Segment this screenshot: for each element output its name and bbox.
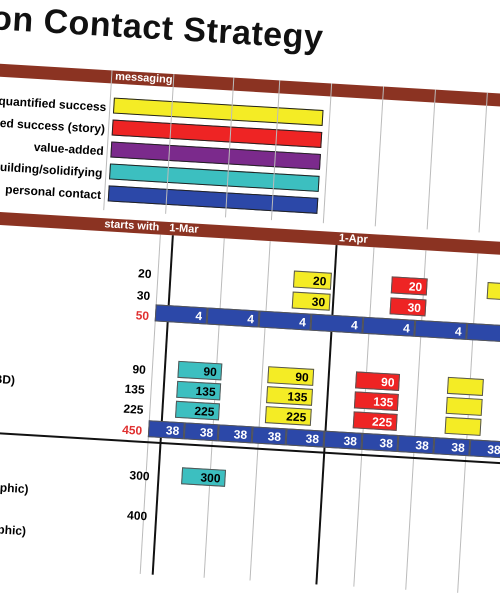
cell-quantified[interactable]: 90 <box>267 366 315 386</box>
messaging-header: messaging <box>114 70 173 86</box>
cell-quantified[interactable]: 225 <box>264 406 312 426</box>
group2-total-1: 90 <box>132 362 147 377</box>
cell-quantified[interactable] <box>446 376 484 396</box>
group2-sum: 450 <box>121 422 143 438</box>
grid-line <box>426 89 436 230</box>
mid-date: 1-Apr <box>338 232 369 246</box>
cell-quantified[interactable] <box>445 396 483 416</box>
cell-personal[interactable]: 4 <box>362 316 416 337</box>
group3-row1-label: aphic) <box>0 480 29 497</box>
legend-label-quantified: quantified success <box>0 93 107 115</box>
cell-qualified[interactable]: 20 <box>390 276 428 296</box>
group2-row-label: BD) <box>0 371 16 388</box>
cell-personal[interactable]: 38 <box>323 430 363 450</box>
cell-qualified[interactable]: 225 <box>352 411 398 431</box>
cell-personal[interactable]: 4 <box>310 313 364 334</box>
cell-qualified[interactable]: 90 <box>355 371 401 391</box>
cell-personal[interactable]: 38 <box>397 435 435 455</box>
group2-total-2: 135 <box>124 381 146 397</box>
sheet-title: ration Contact Strategy <box>0 0 325 57</box>
cell-relationship[interactable]: 300 <box>181 467 227 487</box>
cell-personal[interactable]: 38 <box>433 437 471 457</box>
cell-personal[interactable]: 38 <box>147 420 185 440</box>
cell-personal[interactable]: 4 <box>466 322 500 343</box>
group3-row2-label: aphic) <box>0 522 27 539</box>
cell-personal[interactable]: 38 <box>361 432 399 452</box>
cell-personal[interactable]: 4 <box>154 304 208 325</box>
cell-relationship[interactable]: 90 <box>177 360 223 381</box>
cell-quantified[interactable]: 30 <box>291 291 331 311</box>
cell-personal[interactable]: 38 <box>217 424 253 444</box>
cell-personal[interactable]: 4 <box>414 319 468 340</box>
group1-row2-total: 30 <box>136 288 151 304</box>
cell-qualified[interactable]: 135 <box>353 391 399 411</box>
cell-qualified[interactable]: 30 <box>389 297 427 317</box>
cell-relationship[interactable]: 225 <box>175 400 220 421</box>
cell-personal[interactable]: 4 <box>258 310 312 331</box>
legend-label-personal: personal contact <box>4 182 102 202</box>
group3-total-1: 300 <box>129 468 150 484</box>
legend-label-relationship: hip building/solidifying <box>0 158 103 181</box>
cell-quantified[interactable]: 135 <box>266 386 313 406</box>
legend-label-qualified: ualified success (story) <box>0 114 106 137</box>
cell-quantified[interactable]: 20 <box>292 270 332 290</box>
starts-with-label: starts with <box>104 218 160 234</box>
grid-line <box>374 86 385 227</box>
group3-total-2: 400 <box>126 508 148 524</box>
cell-quantified[interactable]: 20 <box>486 282 500 302</box>
grid-line-section <box>151 235 174 575</box>
cell-personal[interactable]: 38 <box>251 426 287 446</box>
grid-line <box>478 92 488 233</box>
group1-sum: 50 <box>135 308 150 324</box>
cell-personal[interactable]: 4 <box>206 307 260 328</box>
cell-personal[interactable]: 38 <box>285 428 325 448</box>
grid-line <box>322 83 333 224</box>
group2-total-3: 225 <box>123 401 144 417</box>
cell-quantified[interactable] <box>444 416 482 436</box>
cell-personal[interactable]: 38 <box>469 439 500 459</box>
group1-row1-total: 20 <box>137 266 152 282</box>
legend-label-value-added: value-added <box>33 139 105 159</box>
cell-relationship[interactable]: 135 <box>176 380 222 401</box>
cell-personal[interactable]: 38 <box>183 422 219 442</box>
